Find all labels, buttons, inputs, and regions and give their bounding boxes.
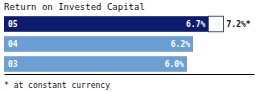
bar xyxy=(4,56,187,72)
labels: 05 04 03 6.7% 6.2% 6.0% 7.2%* xyxy=(8,20,251,69)
bar xyxy=(4,16,208,32)
plot: 05 04 03 6.7% 6.2% 6.0% 7.2%* xyxy=(4,16,255,74)
title: Return on Invested Capital xyxy=(4,2,145,12)
data-label: 6.2% xyxy=(171,40,190,49)
category-label: 03 xyxy=(8,60,18,69)
footnote: * at constant currency xyxy=(4,81,110,90)
category-label: 05 xyxy=(8,20,18,29)
data-label: 6.0% xyxy=(165,60,184,69)
x-axis xyxy=(5,74,255,75)
chart: 05 04 03 6.7% 6.2% 6.0% 7.2%* * at constant cur… xyxy=(0,0,260,92)
category-label: 04 xyxy=(8,40,18,49)
data-label: 6.7% xyxy=(186,20,205,29)
bar xyxy=(4,36,193,52)
annotation: 7.2%* xyxy=(227,20,251,29)
marks xyxy=(4,16,224,72)
axis-line xyxy=(5,74,255,75)
annotation-box xyxy=(208,16,223,32)
